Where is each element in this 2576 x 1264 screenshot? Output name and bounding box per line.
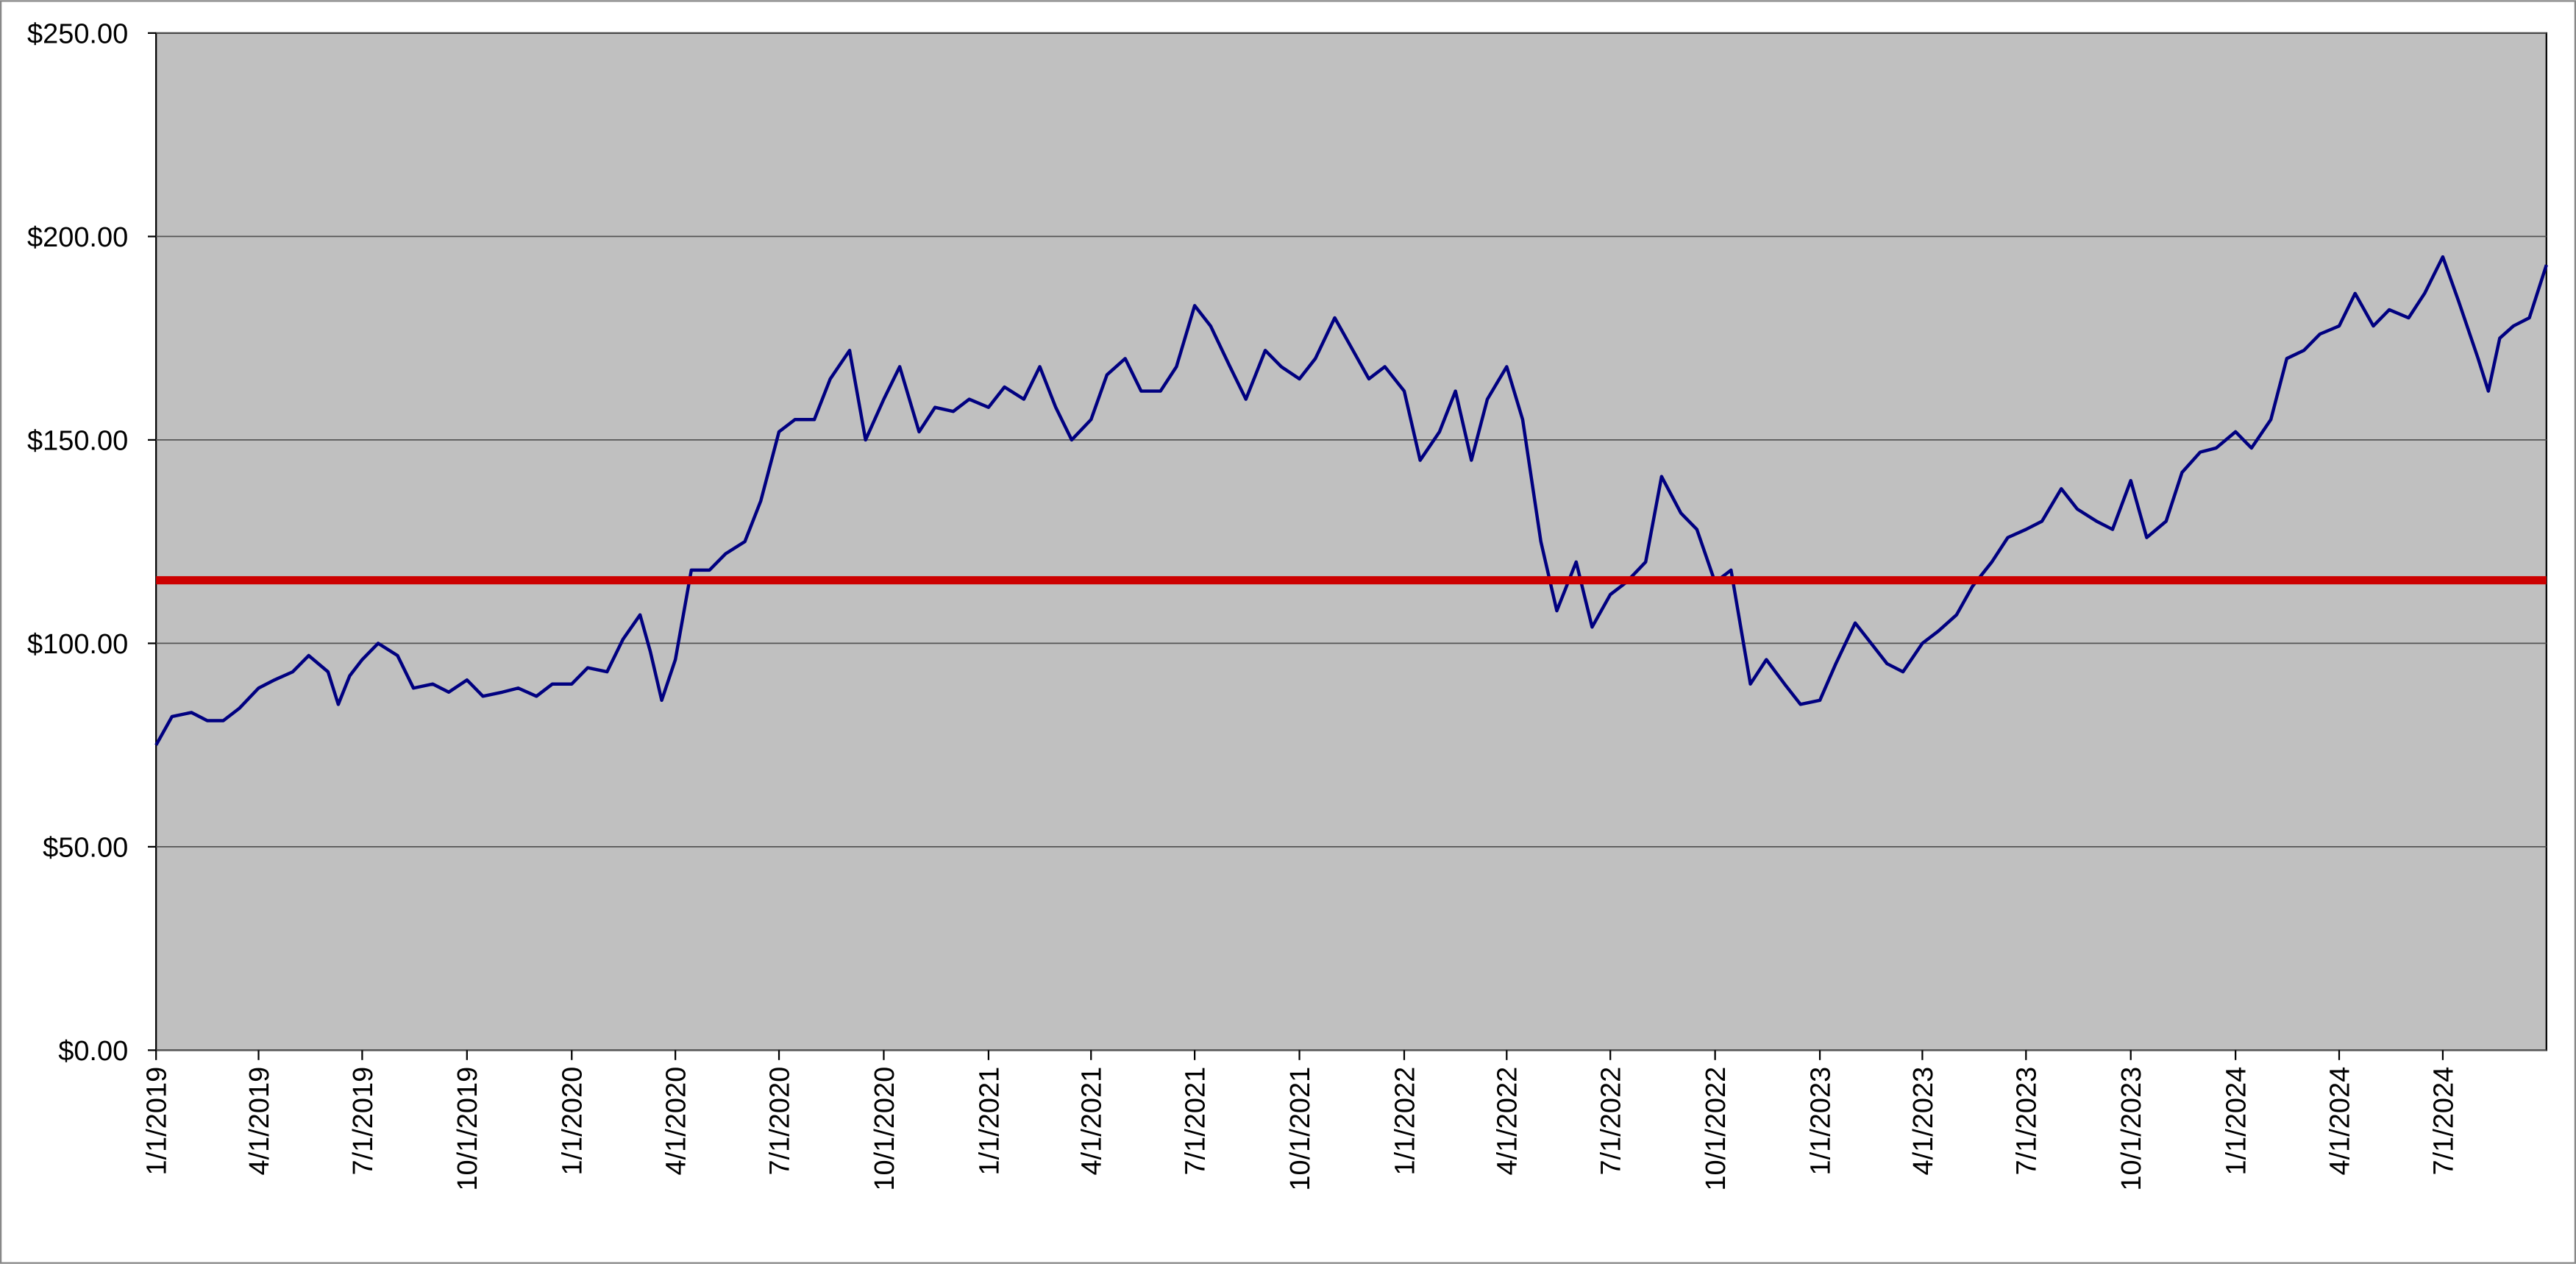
x-tick-label: 1/1/2020 xyxy=(558,1067,588,1176)
y-tick-label: $200.00 xyxy=(27,222,128,253)
x-tick-label: 7/1/2022 xyxy=(1596,1067,1627,1176)
y-tick-label: $0.00 xyxy=(58,1036,128,1067)
x-tick-label: 7/1/2019 xyxy=(348,1067,379,1176)
x-tick-label: 7/1/2020 xyxy=(764,1067,795,1176)
x-tick-label: 4/1/2019 xyxy=(244,1067,275,1176)
x-tick-label: 10/1/2019 xyxy=(452,1067,483,1191)
x-tick-label: 1/1/2022 xyxy=(1390,1067,1420,1176)
y-tick-label: $150.00 xyxy=(27,425,128,456)
plot-area xyxy=(155,32,2547,1051)
x-tick-label: 7/1/2023 xyxy=(2012,1067,2043,1176)
x-tick-label: 10/1/2023 xyxy=(2116,1067,2147,1191)
x-tick-label: 7/1/2024 xyxy=(2428,1067,2459,1176)
x-tick-label: 4/1/2021 xyxy=(1077,1067,1108,1176)
x-tick-label: 10/1/2021 xyxy=(1285,1067,1316,1191)
x-tick-label: 1/1/2021 xyxy=(974,1067,1005,1176)
x-tick-label: 1/1/2019 xyxy=(142,1067,173,1176)
y-tick-label: $100.00 xyxy=(27,629,128,660)
x-tick-label: 4/1/2022 xyxy=(1492,1067,1523,1176)
x-tick-label: 10/1/2022 xyxy=(1701,1067,1732,1191)
y-tick-label: $250.00 xyxy=(27,18,128,49)
x-tick-label: 4/1/2020 xyxy=(661,1067,692,1176)
series-line xyxy=(154,255,2548,746)
y-tick-label: $50.00 xyxy=(43,832,128,863)
x-tick-label: 4/1/2024 xyxy=(2324,1067,2355,1176)
x-tick-label: 1/1/2023 xyxy=(1805,1067,1836,1176)
x-tick-label: 7/1/2021 xyxy=(1181,1067,1211,1176)
x-tick-label: 10/1/2020 xyxy=(869,1067,900,1191)
x-tick-label: 1/1/2024 xyxy=(2221,1067,2252,1176)
x-tick-label: 4/1/2023 xyxy=(1908,1067,1939,1176)
